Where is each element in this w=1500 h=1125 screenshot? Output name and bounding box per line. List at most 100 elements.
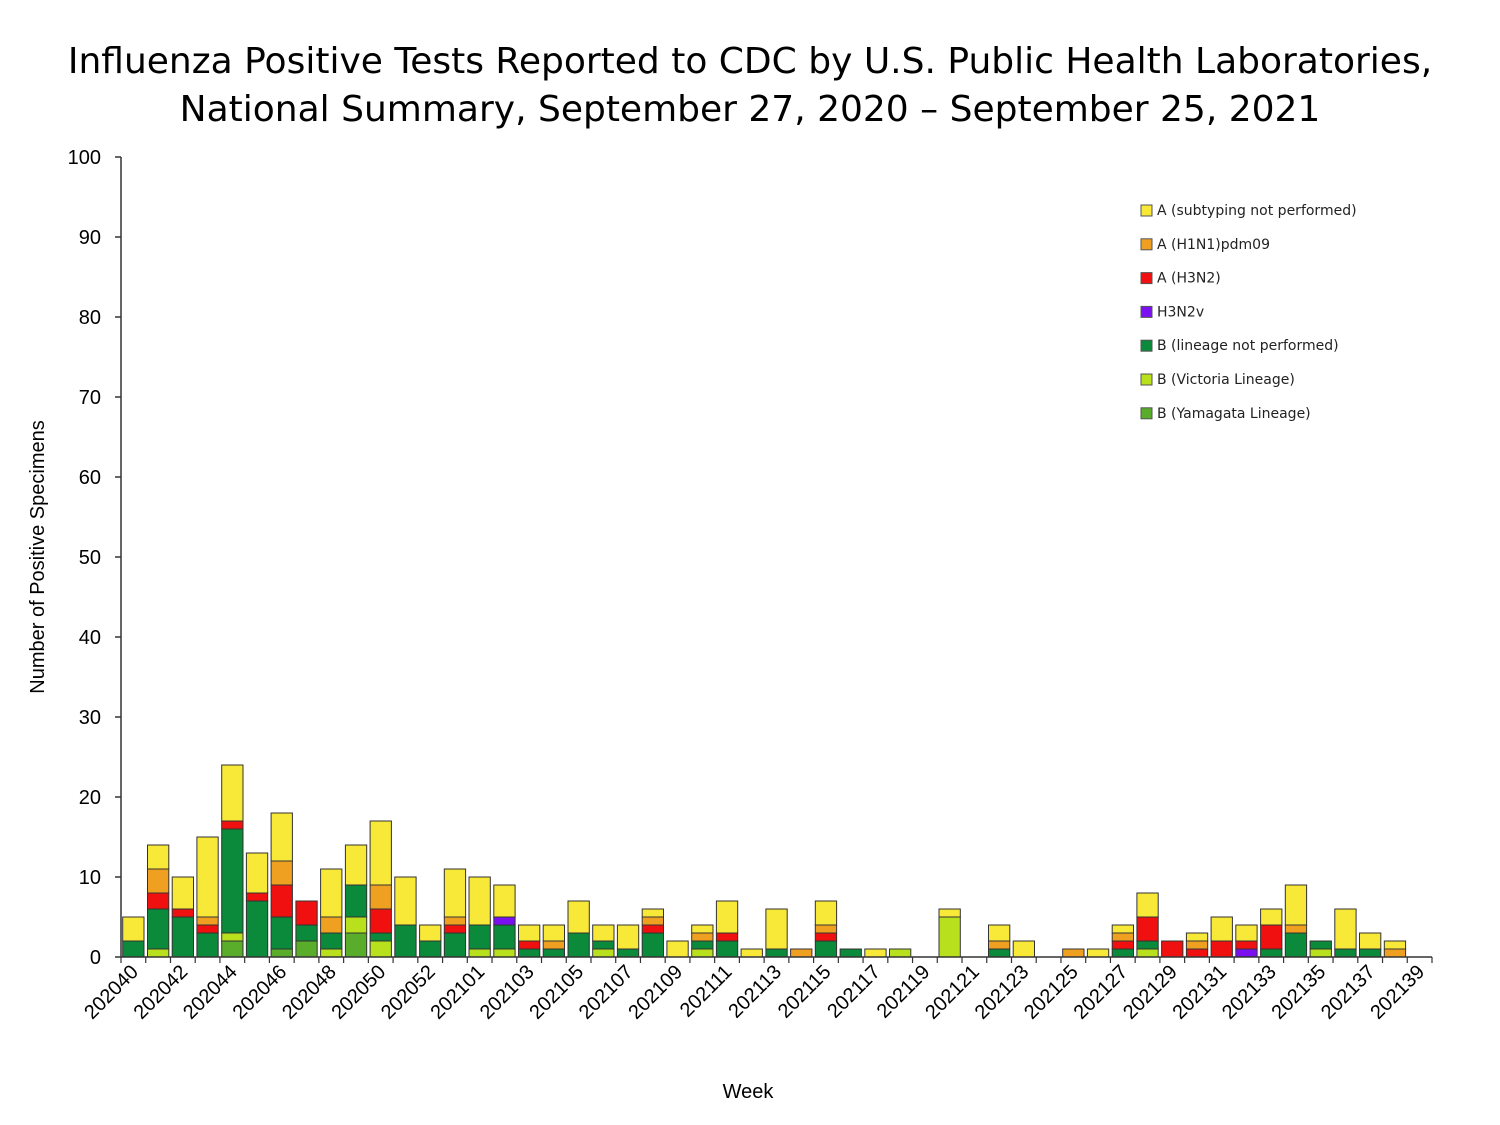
legend-swatch-a-subtyping-not-performed bbox=[1140, 204, 1153, 217]
bar-segment-202105-a-subtyping-not-performed bbox=[567, 900, 590, 934]
bar-segment-202047-a-h3n2 bbox=[295, 900, 318, 926]
x-tick-label: 202103 bbox=[476, 961, 539, 1024]
bar-segment-202137-a-subtyping-not-performed bbox=[1359, 932, 1382, 950]
bar-segment-202102-a-subtyping-not-performed bbox=[493, 884, 516, 918]
bar-segment-202106-b-lineage-not-performed bbox=[592, 940, 615, 950]
bar-segment-202045-a-h3n2 bbox=[245, 892, 269, 902]
bar-segment-202107-b-lineage-not-performed bbox=[616, 948, 640, 958]
legend-swatch-a-h3n2 bbox=[1140, 272, 1153, 285]
x-tick-label: 202048 bbox=[278, 961, 341, 1024]
bar-segment-202042-a-h3n2 bbox=[171, 908, 194, 918]
bar-segment-202131-a-h3n2 bbox=[1210, 940, 1233, 958]
legend-swatch-b-lineage-not-performed bbox=[1140, 339, 1153, 352]
bar-segment-202136-b-lineage-not-performed bbox=[1334, 948, 1357, 958]
bar-segment-202127-a-h1n1-pdm09 bbox=[1111, 932, 1134, 942]
bar-segment-202046-a-h3n2 bbox=[270, 884, 293, 918]
bar-segment-202051-b-lineage-not-performed bbox=[394, 924, 417, 958]
x-tick-label: 202107 bbox=[575, 961, 638, 1024]
bar-segment-202128-a-subtyping-not-performed bbox=[1136, 892, 1159, 918]
bar-segment-202135-b-lineage-not-performed bbox=[1309, 940, 1332, 950]
x-tick-label: 202135 bbox=[1267, 961, 1330, 1024]
bar-segment-202130-a-subtyping-not-performed bbox=[1185, 932, 1209, 942]
x-tick-label: 202131 bbox=[1168, 961, 1231, 1024]
bar-segment-202051-a-subtyping-not-performed bbox=[394, 876, 417, 926]
bar-segment-202129-a-h3n2 bbox=[1161, 940, 1184, 958]
bar-segment-202111-b-lineage-not-performed bbox=[715, 940, 739, 958]
bar-segment-202108-a-subtyping-not-performed bbox=[641, 908, 665, 918]
bar-segment-202110-b-lineage-not-performed bbox=[691, 940, 714, 950]
x-tick-label: 202127 bbox=[1070, 961, 1133, 1024]
bar-segment-202104-a-h1n1-pdm09 bbox=[542, 940, 566, 950]
bar-segment-202116-b-lineage-not-performed bbox=[839, 948, 862, 958]
x-tick-label: 202105 bbox=[525, 961, 588, 1024]
bar-segment-202132-h3n2v bbox=[1235, 948, 1258, 958]
bar-segment-202043-a-subtyping-not-performed bbox=[196, 836, 219, 918]
bar-segment-202044-b-lineage-not-performed bbox=[221, 828, 244, 934]
bar-segment-202048-b-lineage-not-performed bbox=[320, 932, 343, 950]
bar-segment-202127-b-lineage-not-performed bbox=[1111, 948, 1134, 958]
bar-segment-202050-a-h3n2 bbox=[369, 908, 392, 934]
x-tick-label: 202111 bbox=[676, 961, 737, 1022]
bar-segment-202050-b-lineage-not-performed bbox=[369, 932, 392, 942]
bar-segment-202133-b-lineage-not-performed bbox=[1260, 948, 1283, 958]
bar-segment-202041-a-h1n1-pdm09 bbox=[147, 868, 170, 894]
bar-segment-202131-a-subtyping-not-performed bbox=[1210, 916, 1233, 942]
bar-segment-202101-b-victoria-lineage bbox=[468, 948, 491, 958]
legend-label-h3n2v: H3N2v bbox=[1157, 304, 1204, 320]
bar-segment-202133-a-subtyping-not-performed bbox=[1260, 908, 1283, 926]
bar-segment-202053-a-h3n2 bbox=[443, 924, 467, 934]
bar-segment-202040-a-subtyping-not-performed bbox=[122, 916, 145, 942]
bar-segment-202107-a-subtyping-not-performed bbox=[616, 924, 640, 950]
bar-segment-202115-a-h3n2 bbox=[814, 932, 838, 942]
x-tick-label: 202121 bbox=[921, 961, 984, 1024]
legend-label-a-h1n1-pdm09: A (H1N1)pdm09 bbox=[1157, 237, 1270, 253]
bar-segment-202122-a-h1n1-pdm09 bbox=[988, 940, 1011, 950]
bar-segment-202042-a-subtyping-not-performed bbox=[171, 876, 194, 910]
x-tick-label: 202123 bbox=[971, 961, 1034, 1024]
chart-subtitle: National Summary, September 27, 2020 – S… bbox=[179, 89, 1321, 130]
x-tick-label: 202046 bbox=[229, 961, 292, 1024]
bar-segment-202101-b-lineage-not-performed bbox=[468, 924, 491, 950]
bar-segment-202130-a-h1n1-pdm09 bbox=[1185, 940, 1209, 950]
y-tick-label: 60 bbox=[79, 467, 101, 489]
bar-segment-202103-b-lineage-not-performed bbox=[518, 948, 541, 958]
bar-segment-202134-b-lineage-not-performed bbox=[1284, 932, 1308, 958]
y-axis-title: Number of Positive Specimens bbox=[27, 420, 49, 693]
bar-segment-202118-b-victoria-lineage bbox=[889, 948, 912, 958]
x-tick-label: 202042 bbox=[130, 961, 193, 1024]
bar-segment-202122-b-lineage-not-performed bbox=[988, 948, 1011, 958]
bar-segment-202040-b-lineage-not-performed bbox=[122, 940, 145, 958]
bar-segment-202111-a-subtyping-not-performed bbox=[715, 900, 739, 934]
bar-segment-202045-a-subtyping-not-performed bbox=[245, 852, 269, 894]
bar-segment-202103-a-subtyping-not-performed bbox=[518, 924, 541, 942]
bar-segment-202046-a-subtyping-not-performed bbox=[270, 812, 293, 862]
bar-segment-202115-a-h1n1-pdm09 bbox=[814, 924, 838, 934]
chart-title-line1: Influenza Positive Tests Reported to CDC… bbox=[67, 41, 1433, 82]
bar-segment-202045-b-lineage-not-performed bbox=[245, 900, 269, 958]
bar-segment-202137-b-lineage-not-performed bbox=[1359, 948, 1382, 958]
bar-segment-202043-b-lineage-not-performed bbox=[196, 932, 219, 958]
bar-segment-202113-a-subtyping-not-performed bbox=[765, 908, 788, 950]
bar-segment-202130-a-h3n2 bbox=[1185, 948, 1209, 958]
bar-segment-202109-a-subtyping-not-performed bbox=[666, 940, 689, 958]
bar-segment-202134-a-subtyping-not-performed bbox=[1284, 884, 1308, 926]
bar-segment-202128-b-lineage-not-performed bbox=[1136, 940, 1159, 950]
bar-segment-202125-a-h1n1-pdm09 bbox=[1062, 948, 1085, 958]
bar-segment-202102-h3n2v bbox=[493, 916, 516, 926]
legend-label-b-yamagata-lineage: B (Yamagata Lineage) bbox=[1157, 406, 1311, 422]
bar-segment-202108-a-h3n2 bbox=[641, 924, 665, 934]
bar-segment-202104-a-subtyping-not-performed bbox=[542, 924, 566, 942]
bar-segment-202053-a-h1n1-pdm09 bbox=[443, 916, 467, 926]
x-tick-label: 202139 bbox=[1366, 961, 1429, 1024]
x-tick-label: 202050 bbox=[327, 961, 390, 1024]
bar-segment-202044-b-yamagata-lineage bbox=[221, 940, 244, 958]
x-tick-label: 202137 bbox=[1317, 961, 1380, 1024]
x-tick-label: 202040 bbox=[80, 961, 143, 1024]
bar-segment-202052-a-subtyping-not-performed bbox=[419, 924, 442, 942]
legend-swatch-h3n2v bbox=[1140, 305, 1153, 318]
bar-segment-202043-a-h1n1-pdm09 bbox=[196, 916, 219, 926]
bar-segment-202049-b-victoria-lineage bbox=[344, 916, 368, 934]
bar-segment-202105-b-lineage-not-performed bbox=[567, 932, 590, 958]
bar-segment-202044-a-subtyping-not-performed bbox=[221, 764, 244, 822]
bar-segment-202122-a-subtyping-not-performed bbox=[988, 924, 1011, 942]
